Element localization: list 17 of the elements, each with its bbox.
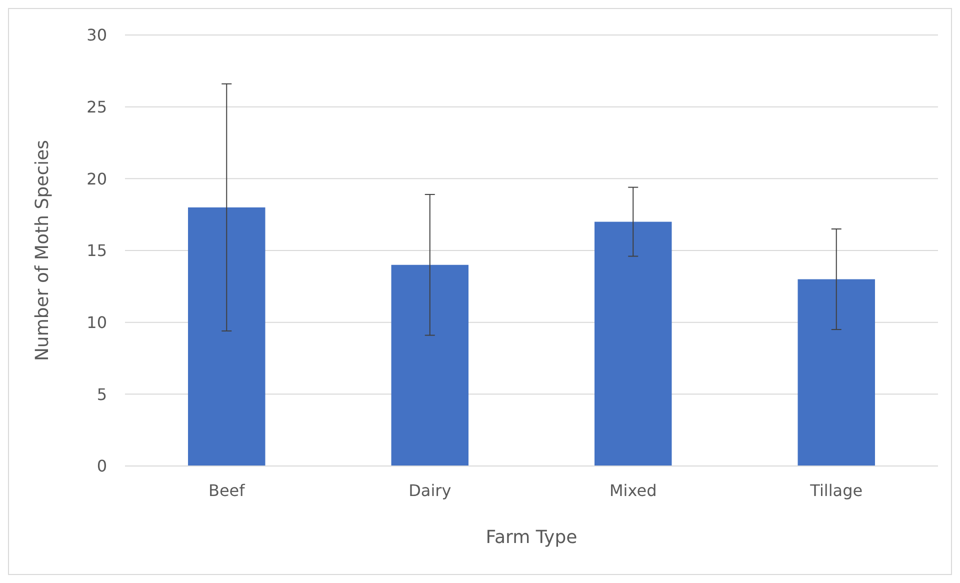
bar bbox=[798, 279, 875, 466]
y-tick-label: 5 bbox=[96, 384, 107, 404]
y-tick-label: 20 bbox=[86, 169, 107, 188]
bar bbox=[594, 222, 672, 466]
y-tick-label: 10 bbox=[86, 312, 107, 332]
bar bbox=[391, 264, 468, 466]
y-tick-label: 30 bbox=[86, 26, 107, 45]
y-tick-label: 25 bbox=[86, 97, 107, 116]
y-tick-label: 0 bbox=[96, 456, 107, 476]
x-tick-label: Beef bbox=[208, 481, 246, 500]
x-axis-title: Farm Type bbox=[486, 527, 578, 548]
x-tick-label: Dairy bbox=[408, 481, 452, 500]
x-tick-label: Tillage bbox=[809, 481, 863, 500]
x-tick-label: Mixed bbox=[610, 481, 657, 500]
bar bbox=[188, 207, 266, 466]
y-axis-title: Number of Moth Species bbox=[32, 140, 53, 362]
y-tick-label: 15 bbox=[86, 241, 107, 260]
